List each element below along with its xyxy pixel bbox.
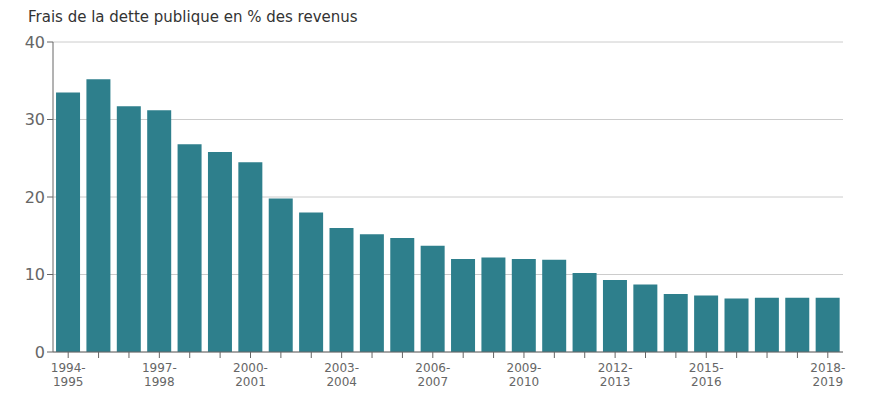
- svg-text:2006-2007: 2006-2007: [415, 361, 450, 389]
- svg-text:2018-2019: 2018-2019: [810, 361, 845, 389]
- svg-text:2003-2004: 2003-2004: [324, 361, 359, 389]
- svg-text:2000-2001: 2000-2001: [233, 361, 268, 389]
- svg-text:1994-1995: 1994-1995: [51, 361, 86, 389]
- svg-text:0: 0: [35, 343, 45, 362]
- html-text:Frais de la dette publique en: Frais de la dette publique en % des reve…: [28, 8, 358, 26]
- svg-text:1997-1998: 1997-1998: [142, 361, 177, 389]
- svg-text:2012-2013: 2012-2013: [598, 361, 633, 389]
- svg-text:2009-2010: 2009-2010: [507, 361, 542, 389]
- svg-text:2015-2016: 2015-2016: [689, 361, 724, 389]
- svg-text:10: 10: [25, 265, 45, 284]
- svg-text:40: 40: [25, 33, 45, 52]
- svg-text:20: 20: [25, 188, 45, 207]
- svg-text:30: 30: [25, 110, 45, 129]
